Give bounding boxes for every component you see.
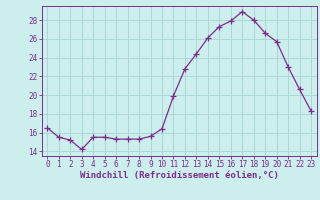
X-axis label: Windchill (Refroidissement éolien,°C): Windchill (Refroidissement éolien,°C) bbox=[80, 171, 279, 180]
